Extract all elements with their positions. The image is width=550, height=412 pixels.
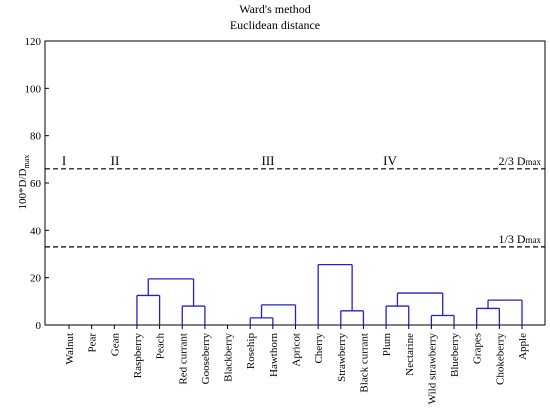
- y-tick-label: 60: [30, 178, 42, 190]
- cluster-label: IV: [383, 153, 397, 168]
- x-tick-label: Nectarine: [404, 333, 416, 376]
- cluster-label: I: [62, 153, 66, 168]
- x-tick-label: Cherry: [313, 333, 325, 364]
- y-tick-label: 0: [36, 320, 42, 332]
- x-tick-label: Wild strawberry: [426, 333, 438, 405]
- x-tick-label: Rosehip: [245, 333, 257, 370]
- x-tick-label: Strawberry: [336, 333, 348, 382]
- chart-title: Ward's method: [239, 2, 311, 16]
- x-tick-label: Grapes: [472, 333, 484, 364]
- x-tick-label: Raspberry: [132, 333, 144, 379]
- cluster-label: III: [262, 153, 275, 168]
- cut-line-label-sub: max: [526, 235, 542, 245]
- x-tick-label: Gean: [109, 333, 121, 357]
- chart-subtitle: Euclidean distance: [229, 18, 321, 32]
- cut-line-label: 2/3 Dmax: [499, 154, 542, 168]
- y-tick-label: 80: [30, 131, 42, 143]
- plot-frame: [44, 40, 546, 326]
- x-tick-label: Gooseberry: [200, 333, 212, 385]
- x-tick-label: Hawthorn: [268, 333, 280, 377]
- x-tick-label: Pear: [87, 333, 99, 353]
- x-tick-label: Apple: [517, 333, 529, 360]
- cut-line-label: 1/3 Dmax: [499, 232, 542, 246]
- y-tick-label: 40: [30, 225, 42, 237]
- x-tick-label: Black currant: [358, 333, 370, 393]
- x-tick-label: Peach: [155, 333, 167, 360]
- y-tick-label: 20: [30, 273, 42, 285]
- y-tick-label: 120: [25, 36, 42, 48]
- x-tick-label: Red currant: [177, 333, 189, 385]
- y-tick-label: 100: [25, 83, 42, 95]
- x-tick-label: Blueberry: [449, 333, 461, 377]
- x-tick-label: Plum: [381, 333, 393, 357]
- x-tick-label: Apricot: [291, 333, 303, 367]
- cut-line-label-sub: max: [526, 157, 542, 167]
- x-tick-label: Chokeberry: [494, 333, 506, 385]
- cluster-label: II: [111, 153, 120, 168]
- x-tick-label: Walnut: [64, 333, 76, 365]
- x-tick-label: Blackberry: [223, 333, 235, 382]
